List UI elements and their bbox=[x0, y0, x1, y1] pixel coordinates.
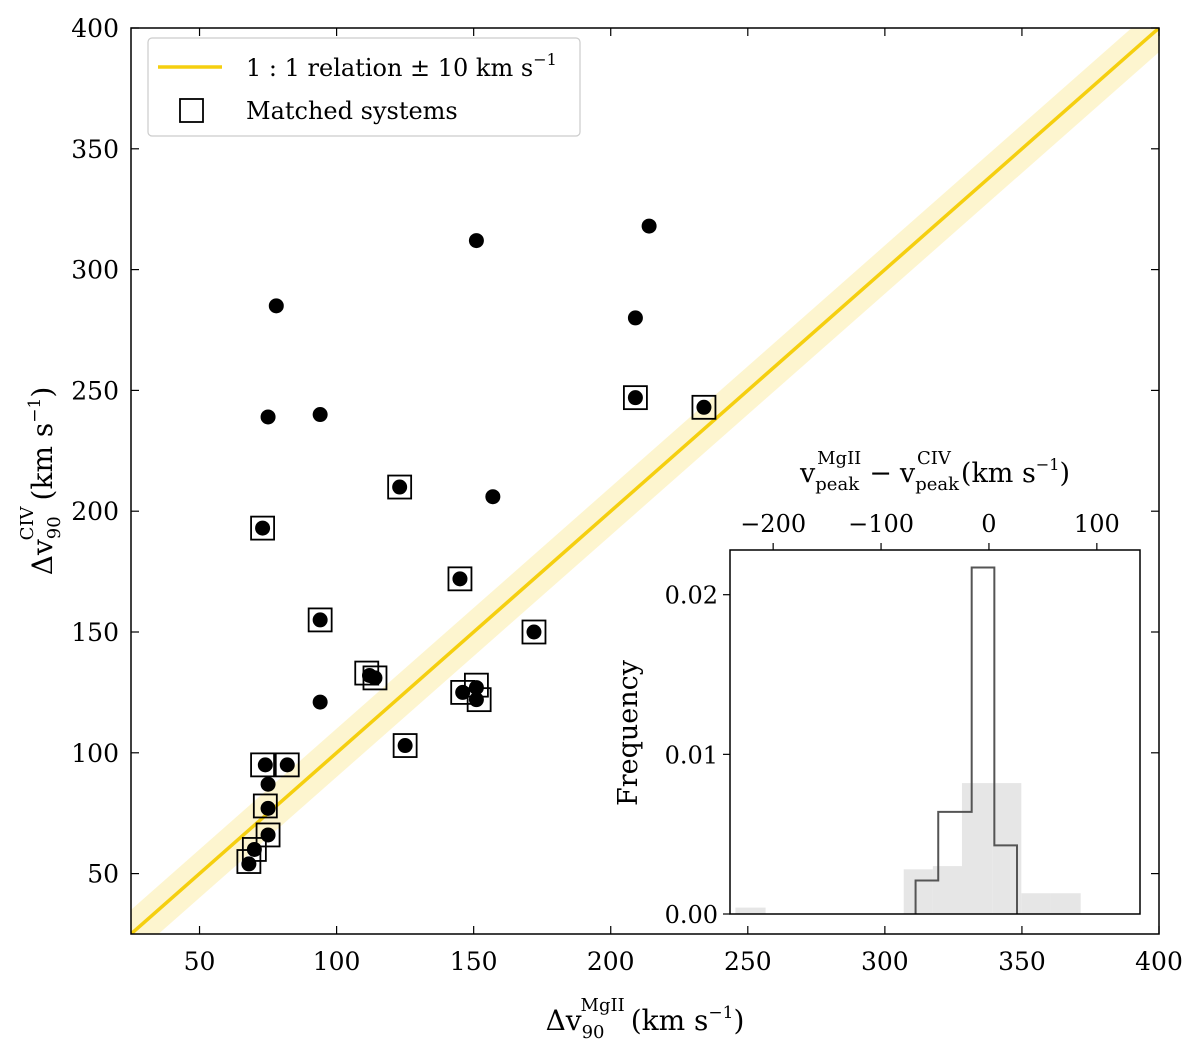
histogram-filled-bar bbox=[735, 907, 766, 914]
data-point bbox=[260, 800, 276, 816]
matched-system-marker bbox=[447, 566, 473, 592]
x-tick-label: 250 bbox=[724, 947, 772, 976]
x-tick-label: 400 bbox=[1135, 947, 1183, 976]
main-plot: 50 100 150 200 250 300 350 400 50 100 150 200 250 30… bbox=[17, 14, 1183, 1043]
points-layer bbox=[241, 218, 712, 872]
x-tick-label: 100 bbox=[313, 947, 361, 976]
inset-y-tick-label: 0.00 bbox=[665, 901, 718, 929]
histogram-filled-bar bbox=[1050, 893, 1081, 914]
data-point bbox=[468, 233, 484, 249]
data-point bbox=[452, 571, 468, 587]
data-point bbox=[627, 390, 643, 406]
histogram-filled-bar bbox=[903, 869, 933, 914]
x-tick-label: 50 bbox=[184, 947, 216, 976]
histogram-filled-bar bbox=[1021, 893, 1051, 914]
matched-system-marker bbox=[450, 680, 476, 705]
inset-plot: −200 −100 0 100 0.00 0.01 0.02 Frequency vpea… bbox=[613, 448, 1141, 929]
data-point bbox=[260, 776, 276, 792]
main-x-axis-label: Δv90MgII (km s−1) bbox=[546, 995, 745, 1043]
inset-axes-frame bbox=[729, 549, 1141, 915]
y-tick-label: 100 bbox=[71, 739, 119, 768]
x-tick-label: 200 bbox=[587, 947, 635, 976]
matched-system-marker bbox=[387, 474, 413, 500]
legend-square-marker bbox=[179, 98, 204, 123]
main-y-ticks: 50 100 150 200 250 300 350 400 bbox=[71, 14, 1159, 889]
data-point bbox=[526, 624, 542, 640]
x-tick-label: 350 bbox=[998, 947, 1046, 976]
data-point bbox=[397, 738, 413, 754]
data-point bbox=[392, 479, 408, 495]
matched-system-marker bbox=[236, 849, 262, 874]
data-point bbox=[468, 692, 484, 708]
data-point bbox=[312, 407, 328, 423]
inset-y-ticks: 0.00 0.01 0.02 bbox=[665, 582, 730, 929]
x-tick-label: 300 bbox=[861, 947, 909, 976]
matched-system-marker bbox=[274, 752, 300, 778]
matched-system-marker bbox=[307, 607, 333, 633]
inset-y-tick-label: 0.02 bbox=[665, 582, 718, 610]
matched-layer bbox=[236, 385, 717, 874]
legend-box bbox=[147, 37, 581, 137]
inset-x-tick-label: 100 bbox=[1074, 510, 1120, 538]
data-point bbox=[268, 298, 284, 314]
inset-step-histogram bbox=[914, 566, 1018, 914]
data-point bbox=[367, 670, 383, 686]
inset-top-x-ticks: −200 −100 0 100 bbox=[740, 510, 1120, 550]
inset-x-tick-label: −200 bbox=[740, 510, 806, 538]
histogram-filled-bar bbox=[932, 866, 962, 914]
data-point bbox=[312, 694, 328, 710]
main-axes-frame bbox=[130, 27, 1160, 935]
legend-matched-label: Matched systems bbox=[246, 97, 458, 125]
matched-system-marker bbox=[252, 793, 278, 819]
inset-filled-histogram bbox=[735, 783, 1081, 914]
data-point bbox=[696, 399, 712, 415]
inset-y-axis-label: Frequency bbox=[613, 659, 644, 806]
histogram-filled-bar bbox=[961, 783, 993, 914]
inset-background bbox=[730, 550, 1140, 914]
matched-system-marker bbox=[623, 385, 648, 411]
x-tick-label: 150 bbox=[450, 947, 498, 976]
inset-x-tick-label: 0 bbox=[981, 510, 996, 538]
main-y-axis-label: Δv90CIV(km s−1) bbox=[17, 387, 65, 576]
matched-system-marker bbox=[255, 822, 281, 848]
y-tick-label: 250 bbox=[71, 376, 119, 405]
matched-system-marker bbox=[521, 619, 547, 645]
legend: 1 : 1 relation ± 10 km s−1 Matched syste… bbox=[147, 37, 581, 137]
matched-system-marker bbox=[464, 672, 489, 698]
y-tick-label: 400 bbox=[71, 14, 119, 43]
data-point bbox=[279, 757, 295, 773]
data-point bbox=[485, 489, 501, 505]
data-point bbox=[257, 757, 273, 773]
y-tick-label: 150 bbox=[71, 618, 119, 647]
inset-top-axis-label: vpeakMgII − vpeakCIV (km s−1) bbox=[799, 448, 1070, 495]
y-tick-label: 200 bbox=[71, 497, 119, 526]
data-point bbox=[641, 218, 657, 234]
y-tick-label: 50 bbox=[87, 860, 119, 889]
matched-system-marker bbox=[250, 515, 275, 541]
matched-system-marker bbox=[362, 665, 388, 691]
inset-x-tick-label: −100 bbox=[848, 510, 914, 538]
inset-y-tick-label: 0.01 bbox=[665, 741, 718, 769]
matched-system-marker bbox=[691, 394, 717, 420]
matched-system-marker bbox=[392, 733, 418, 758]
matched-system-marker bbox=[250, 752, 275, 778]
y-tick-label: 300 bbox=[71, 256, 119, 285]
data-point bbox=[312, 612, 328, 628]
main-x-ticks: 50 100 150 200 250 300 350 400 bbox=[184, 28, 1183, 976]
data-point bbox=[627, 310, 643, 326]
data-point bbox=[260, 827, 276, 843]
legend-line-label: 1 : 1 relation ± 10 km s−1 bbox=[246, 50, 557, 82]
matched-system-marker bbox=[354, 660, 380, 686]
y-tick-label: 350 bbox=[71, 135, 119, 164]
data-point bbox=[260, 409, 276, 425]
data-point bbox=[255, 520, 271, 536]
matched-system-marker bbox=[466, 687, 492, 713]
